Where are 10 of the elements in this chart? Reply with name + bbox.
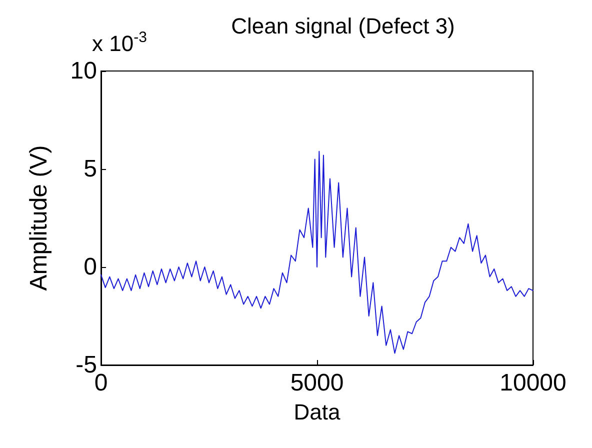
y-tick-label: 0 <box>84 254 97 280</box>
x-axis-title: Data <box>294 400 341 424</box>
chart-title: Clean signal (Defect 3) <box>231 14 455 38</box>
y-tick-label: 5 <box>84 156 97 182</box>
y-tick-label: 10 <box>70 58 97 84</box>
x-tick-label: 5000 <box>290 370 344 396</box>
y-tick-label: -5 <box>76 352 97 378</box>
x-tick-label: 10000 <box>500 370 566 396</box>
line-series <box>100 150 534 354</box>
y-axis-title: Amplitude (V) <box>26 145 52 291</box>
